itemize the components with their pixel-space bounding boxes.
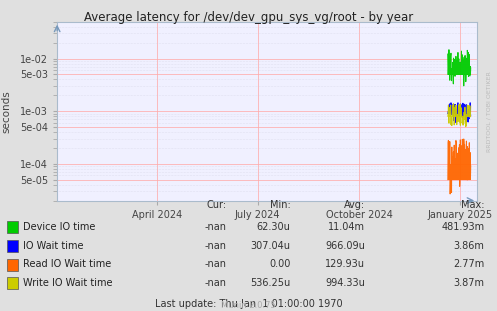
- Text: 481.93m: 481.93m: [441, 222, 485, 232]
- Text: -nan: -nan: [204, 222, 226, 232]
- Text: 536.25u: 536.25u: [250, 278, 291, 288]
- Text: RRDTOOL / TOBI OETIKER: RRDTOOL / TOBI OETIKER: [486, 71, 491, 151]
- Text: 994.33u: 994.33u: [326, 278, 365, 288]
- Text: -nan: -nan: [204, 278, 226, 288]
- Text: Max:: Max:: [461, 200, 485, 210]
- Text: Last update: Thu Jan  1 01:00:00 1970: Last update: Thu Jan 1 01:00:00 1970: [155, 299, 342, 309]
- Text: -nan: -nan: [204, 259, 226, 269]
- Text: Avg:: Avg:: [344, 200, 365, 210]
- Text: 62.30u: 62.30u: [257, 222, 291, 232]
- Text: Min:: Min:: [270, 200, 291, 210]
- Text: Read IO Wait time: Read IO Wait time: [23, 259, 112, 269]
- Text: 129.93u: 129.93u: [326, 259, 365, 269]
- Text: 307.04u: 307.04u: [251, 241, 291, 251]
- Text: Device IO time: Device IO time: [23, 222, 96, 232]
- Text: 11.04m: 11.04m: [329, 222, 365, 232]
- Text: Average latency for /dev/dev_gpu_sys_vg/root - by year: Average latency for /dev/dev_gpu_sys_vg/…: [84, 11, 413, 24]
- Text: 966.09u: 966.09u: [326, 241, 365, 251]
- Text: Write IO Wait time: Write IO Wait time: [23, 278, 113, 288]
- Text: -nan: -nan: [204, 241, 226, 251]
- Text: 0.00: 0.00: [269, 259, 291, 269]
- Text: Cur:: Cur:: [206, 200, 226, 210]
- Text: 2.77m: 2.77m: [453, 259, 485, 269]
- Text: Munin 2.0.75: Munin 2.0.75: [221, 301, 276, 310]
- Text: 3.87m: 3.87m: [454, 278, 485, 288]
- Text: seconds: seconds: [1, 90, 11, 132]
- Text: 3.86m: 3.86m: [454, 241, 485, 251]
- Text: IO Wait time: IO Wait time: [23, 241, 84, 251]
